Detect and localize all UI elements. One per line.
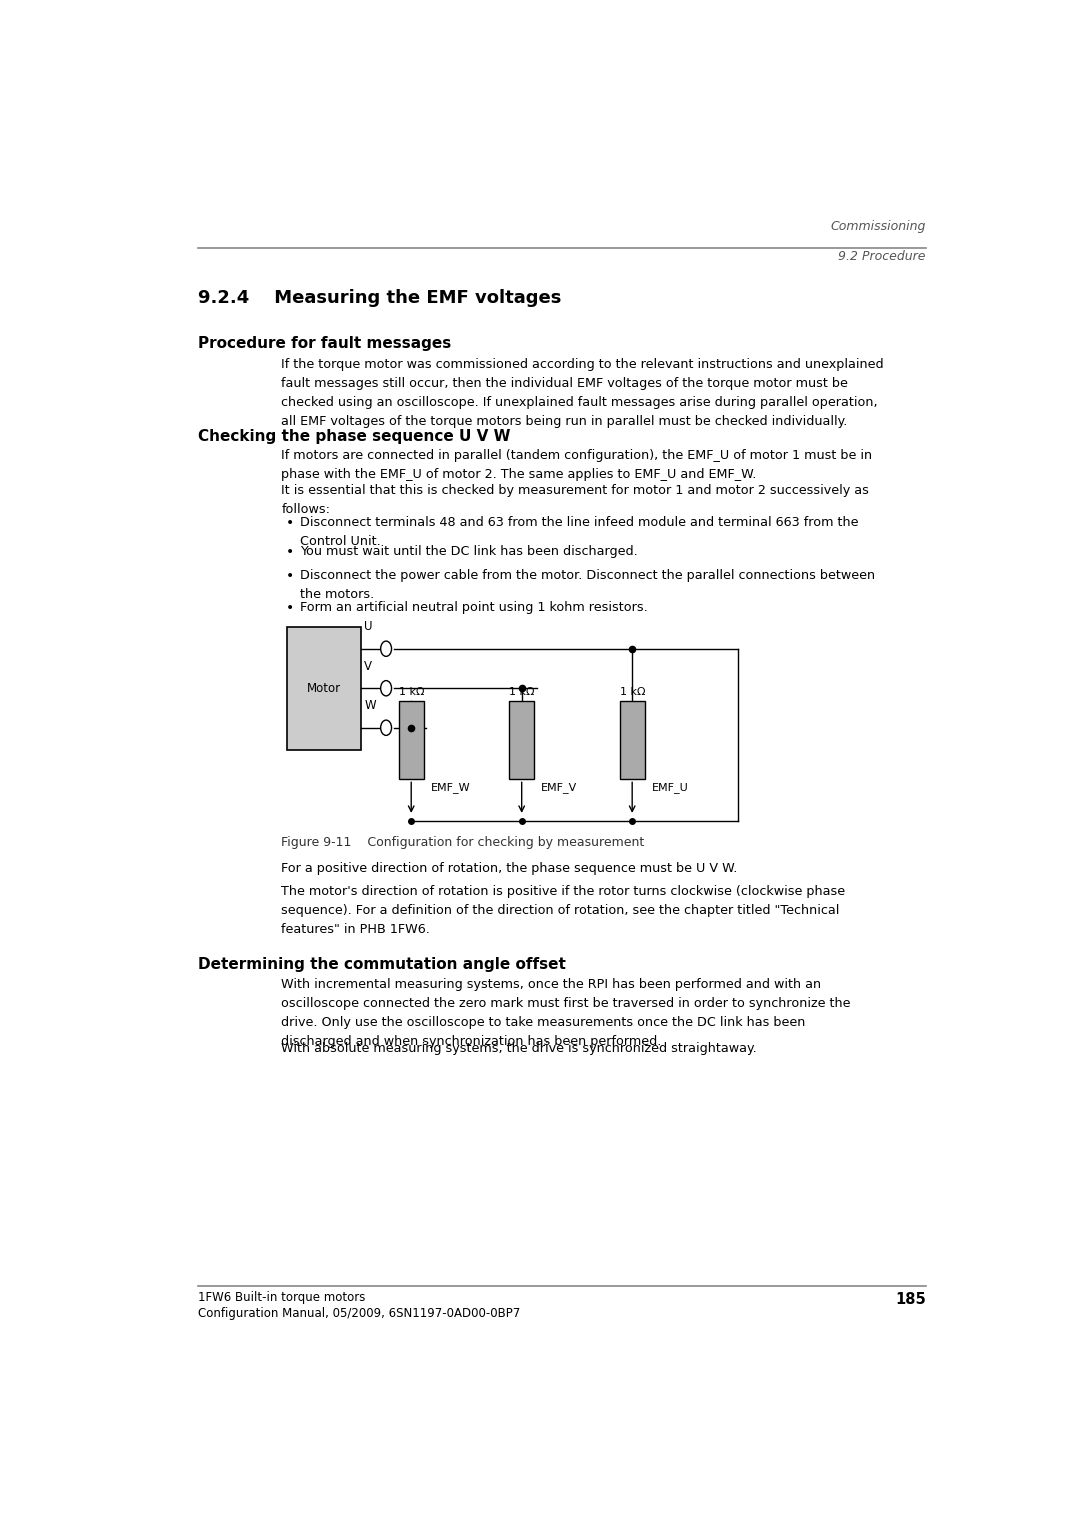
- Text: •: •: [285, 570, 294, 583]
- Text: You must wait until the DC link has been discharged.: You must wait until the DC link has been…: [300, 545, 637, 559]
- Text: 1FW6 Built-in torque motors: 1FW6 Built-in torque motors: [198, 1290, 365, 1304]
- Text: Checking the phase sequence U V W: Checking the phase sequence U V W: [198, 429, 510, 444]
- Text: 1 kΩ: 1 kΩ: [509, 687, 535, 696]
- Text: EMF_W: EMF_W: [431, 782, 470, 793]
- Text: Figure 9-11    Configuration for checking by measurement: Figure 9-11 Configuration for checking b…: [282, 835, 645, 849]
- Text: Commissioning: Commissioning: [831, 220, 926, 232]
- Text: Configuration Manual, 05/2009, 6SN1197-0AD00-0BP7: Configuration Manual, 05/2009, 6SN1197-0…: [198, 1307, 521, 1321]
- Text: W: W: [364, 699, 376, 713]
- Text: •: •: [285, 600, 294, 615]
- Text: •: •: [285, 545, 294, 559]
- Text: 9.2.4    Measuring the EMF voltages: 9.2.4 Measuring the EMF voltages: [198, 289, 562, 307]
- Text: Motor: Motor: [307, 681, 341, 695]
- Bar: [287, 626, 361, 750]
- Text: Form an artificial neutral point using 1 kohm resistors.: Form an artificial neutral point using 1…: [300, 600, 648, 614]
- Text: •: •: [285, 516, 294, 530]
- Text: U: U: [364, 620, 373, 634]
- Text: EMF_V: EMF_V: [541, 782, 577, 793]
- Text: If the torque motor was commissioned according to the relevant instructions and : If the torque motor was commissioned acc…: [282, 359, 885, 429]
- Text: Disconnect the power cable from the motor. Disconnect the parallel connections b: Disconnect the power cable from the moto…: [300, 570, 875, 602]
- Text: 185: 185: [895, 1292, 926, 1307]
- Text: It is essential that this is checked by measurement for motor 1 and motor 2 succ: It is essential that this is checked by …: [282, 484, 869, 516]
- Text: EMF_U: EMF_U: [651, 782, 688, 793]
- Bar: [620, 701, 645, 779]
- Text: Determining the commutation angle offset: Determining the commutation angle offset: [198, 957, 566, 971]
- Text: With incremental measuring systems, once the RPI has been performed and with an
: With incremental measuring systems, once…: [282, 979, 851, 1048]
- Text: With absolute measuring systems, the drive is synchronized straightaway.: With absolute measuring systems, the dri…: [282, 1041, 757, 1055]
- Bar: [509, 701, 535, 779]
- Text: 1 kΩ: 1 kΩ: [399, 687, 424, 696]
- Text: If motors are connected in parallel (tandem configuration), the EMF_U of motor 1: If motors are connected in parallel (tan…: [282, 449, 873, 481]
- Text: 1 kΩ: 1 kΩ: [620, 687, 645, 696]
- Text: For a positive direction of rotation, the phase sequence must be U V W.: For a positive direction of rotation, th…: [282, 861, 738, 875]
- Bar: [399, 701, 423, 779]
- Text: Disconnect terminals 48 and 63 from the line infeed module and terminal 663 from: Disconnect terminals 48 and 63 from the …: [300, 516, 859, 548]
- Text: 9.2 Procedure: 9.2 Procedure: [838, 250, 926, 263]
- Text: The motor's direction of rotation is positive if the rotor turns clockwise (cloc: The motor's direction of rotation is pos…: [282, 886, 846, 936]
- Text: V: V: [364, 660, 373, 673]
- Text: Procedure for fault messages: Procedure for fault messages: [198, 336, 451, 351]
